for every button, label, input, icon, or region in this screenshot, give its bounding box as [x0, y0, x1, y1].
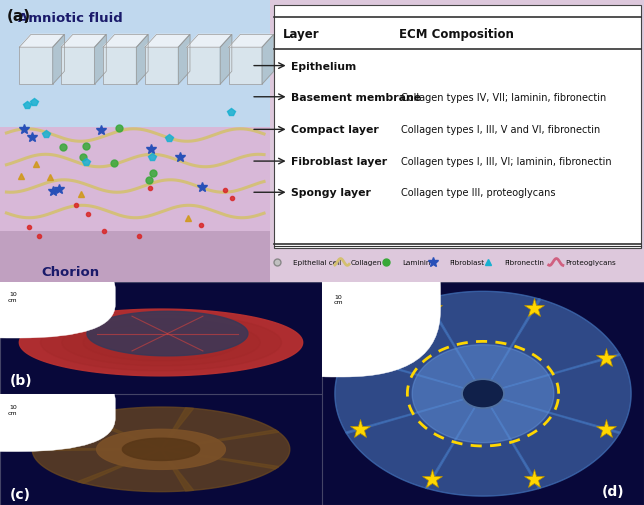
- Text: Collagen types I, III, VI; laminin, fibronectin: Collagen types I, III, VI; laminin, fibr…: [401, 157, 611, 167]
- Polygon shape: [83, 325, 239, 361]
- Polygon shape: [19, 35, 64, 48]
- FancyBboxPatch shape: [0, 256, 115, 338]
- Polygon shape: [87, 312, 248, 356]
- FancyBboxPatch shape: [145, 48, 178, 85]
- Polygon shape: [122, 438, 200, 461]
- Polygon shape: [425, 394, 541, 496]
- FancyBboxPatch shape: [187, 48, 220, 85]
- Polygon shape: [77, 407, 194, 449]
- Text: Amniotic fluid: Amniotic fluid: [19, 12, 123, 25]
- Text: 10
cm: 10 cm: [334, 294, 343, 305]
- Text: Compact layer: Compact layer: [291, 125, 379, 135]
- Text: 10
cm: 10 cm: [8, 404, 17, 415]
- Polygon shape: [161, 430, 290, 469]
- Text: ECM Composition: ECM Composition: [399, 28, 514, 41]
- Text: Chorion: Chorion: [42, 265, 100, 278]
- FancyBboxPatch shape: [0, 367, 115, 451]
- Circle shape: [462, 379, 504, 409]
- FancyBboxPatch shape: [0, 283, 322, 394]
- Text: Layer: Layer: [283, 28, 320, 41]
- Polygon shape: [53, 35, 64, 85]
- Text: Spongy layer: Spongy layer: [291, 188, 371, 198]
- FancyBboxPatch shape: [0, 0, 644, 283]
- Polygon shape: [220, 35, 232, 85]
- Polygon shape: [103, 35, 148, 48]
- Polygon shape: [346, 299, 483, 394]
- Polygon shape: [346, 394, 483, 489]
- Text: Fibroblast layer: Fibroblast layer: [291, 157, 387, 167]
- Text: Collagen type III, proteoglycans: Collagen type III, proteoglycans: [401, 188, 555, 198]
- Polygon shape: [178, 35, 190, 85]
- Text: Collagen types IV, VII; laminin, fibronectin: Collagen types IV, VII; laminin, fibrone…: [401, 92, 606, 103]
- Text: Collagen: Collagen: [351, 260, 383, 266]
- Polygon shape: [97, 429, 225, 470]
- Polygon shape: [483, 299, 620, 394]
- FancyBboxPatch shape: [235, 222, 440, 377]
- Polygon shape: [137, 35, 148, 85]
- Polygon shape: [161, 449, 279, 491]
- Polygon shape: [425, 292, 541, 394]
- Polygon shape: [161, 408, 279, 449]
- Polygon shape: [483, 394, 620, 489]
- Text: (d): (d): [602, 484, 625, 498]
- FancyBboxPatch shape: [0, 232, 270, 283]
- Text: Epithelium: Epithelium: [291, 62, 356, 71]
- Text: Proteoglycans: Proteoglycans: [565, 260, 616, 266]
- Text: Laminin: Laminin: [402, 260, 431, 266]
- Polygon shape: [41, 315, 281, 371]
- FancyBboxPatch shape: [0, 127, 270, 255]
- Polygon shape: [62, 320, 260, 366]
- Polygon shape: [229, 35, 274, 48]
- Text: Collagen types I, III, V and VI, fibronectin: Collagen types I, III, V and VI, fibrone…: [401, 125, 600, 135]
- Polygon shape: [77, 449, 194, 492]
- FancyBboxPatch shape: [0, 394, 322, 505]
- FancyBboxPatch shape: [0, 0, 270, 127]
- FancyBboxPatch shape: [19, 48, 53, 85]
- Polygon shape: [412, 345, 554, 443]
- Text: Epithelial cell: Epithelial cell: [293, 260, 341, 266]
- Text: (c): (c): [10, 487, 31, 500]
- Polygon shape: [95, 35, 106, 85]
- FancyBboxPatch shape: [274, 6, 641, 249]
- FancyBboxPatch shape: [61, 48, 95, 85]
- Polygon shape: [145, 35, 190, 48]
- FancyBboxPatch shape: [103, 48, 137, 85]
- Polygon shape: [32, 416, 161, 451]
- Text: 10
cm: 10 cm: [8, 292, 17, 302]
- Polygon shape: [335, 354, 483, 434]
- Text: (b): (b): [10, 373, 32, 387]
- Text: Fibroblast: Fibroblast: [449, 260, 484, 266]
- Polygon shape: [187, 35, 232, 48]
- FancyBboxPatch shape: [322, 283, 644, 505]
- Text: (a): (a): [6, 9, 30, 23]
- Polygon shape: [61, 35, 106, 48]
- Polygon shape: [19, 310, 303, 376]
- Polygon shape: [32, 448, 161, 483]
- Text: Basement membrane: Basement membrane: [291, 92, 421, 103]
- Polygon shape: [262, 35, 274, 85]
- FancyBboxPatch shape: [229, 48, 262, 85]
- Text: Fibronectin: Fibronectin: [504, 260, 544, 266]
- Polygon shape: [483, 354, 631, 434]
